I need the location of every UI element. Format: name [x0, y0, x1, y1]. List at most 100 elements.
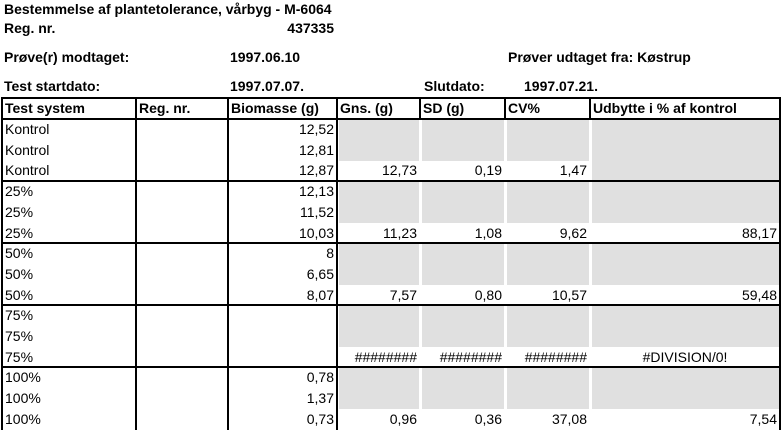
- column-header: CV%: [508, 100, 540, 116]
- start-label: Test startdato:: [4, 78, 101, 94]
- gray-cell: [422, 119, 504, 141]
- gray-cell: [422, 388, 504, 410]
- gray-cell: [592, 305, 779, 327]
- table-cell: 6,65: [306, 265, 334, 282]
- table-cell: 50%: [5, 286, 34, 303]
- grid-line: [135, 98, 137, 430]
- column-header: Biomasse (g): [231, 100, 319, 116]
- table-cell: 1,08: [474, 224, 502, 241]
- table-cell: 75%: [5, 328, 34, 344]
- gray-cell: [339, 181, 419, 203]
- table-cell: 7,54: [749, 410, 777, 427]
- grid-line: [504, 98, 506, 119]
- table-cell: 11,23: [383, 224, 417, 241]
- grid-line: [336, 98, 338, 430]
- table-cell: 0,96: [389, 410, 417, 427]
- gray-cell: [507, 243, 589, 265]
- end-date: 1997.07.21.: [524, 78, 598, 94]
- table-cell: 88,17: [741, 224, 777, 241]
- table-cell: 50%: [5, 245, 34, 262]
- table-cell: 25%: [5, 203, 34, 220]
- column-header: Udbytte i % af kontrol: [593, 100, 737, 116]
- table-cell: 12,73: [381, 162, 417, 179]
- gray-cell: [339, 139, 419, 161]
- grid-line: [589, 98, 591, 119]
- grid-line: [1, 180, 781, 183]
- table-cell: 12,13: [298, 183, 334, 200]
- table-cell: Kontrol: [5, 162, 50, 179]
- gray-cell: [422, 201, 504, 223]
- column-header: Reg. nr.: [139, 100, 191, 116]
- table-cell: 7,57: [389, 286, 417, 303]
- table-cell: Kontrol: [5, 121, 50, 137]
- table-cell: Kontrol: [5, 141, 50, 158]
- gray-cell: [422, 181, 504, 203]
- grid-line: [1, 118, 781, 120]
- grid-line: [1, 366, 781, 369]
- gray-cell: [339, 326, 419, 348]
- grid-line: [419, 98, 421, 119]
- gray-cell: [422, 243, 504, 265]
- table-cell: 10,03: [298, 224, 334, 241]
- gray-cell: [422, 139, 504, 161]
- gray-cell: [507, 139, 589, 161]
- table-cell: 11,52: [300, 203, 334, 220]
- received-date: 1997.06.10: [230, 49, 301, 65]
- table-cell: 12,87: [298, 162, 334, 179]
- gray-cell: [592, 367, 779, 389]
- reg-label: Reg. nr.: [4, 20, 56, 36]
- table-cell: 0,19: [474, 162, 502, 179]
- gray-cell: [339, 388, 419, 410]
- table-cell: 12,52: [298, 121, 334, 137]
- table-cell: #DIVISION/0!: [642, 348, 728, 365]
- column-header: SD (g): [423, 100, 465, 116]
- gray-cell: [339, 243, 419, 265]
- table-cell: 25%: [5, 183, 34, 200]
- table-cell: 8: [326, 245, 334, 262]
- end-label: Slutdato:: [424, 78, 485, 94]
- gray-cell: [507, 263, 589, 286]
- start-date: 1997.07.07.: [230, 78, 304, 94]
- gray-cell: [339, 119, 419, 141]
- grid-line: [1, 242, 781, 245]
- table-cell: 50%: [5, 265, 34, 282]
- gray-cell: [339, 201, 419, 223]
- gray-cell: [592, 263, 779, 286]
- gray-cell: [507, 119, 589, 141]
- table-cell: 12,81: [298, 141, 334, 158]
- table-cell: 100%: [5, 410, 41, 427]
- gray-cell: [339, 263, 419, 286]
- column-header: Test system: [5, 100, 85, 116]
- table-cell: 1,47: [559, 162, 587, 179]
- table-cell: 25%: [5, 224, 34, 241]
- table-cell: 59,48: [741, 286, 777, 303]
- table-cell: 75%: [5, 307, 34, 324]
- gray-cell: [507, 305, 589, 327]
- table-cell: 1,37: [306, 390, 334, 407]
- gray-cell: [507, 326, 589, 348]
- gray-cell: [422, 367, 504, 389]
- grid-line: [1, 97, 781, 99]
- gray-cell: [592, 243, 779, 265]
- table-cell: 0,73: [306, 410, 334, 427]
- table-cell: 75%: [5, 348, 34, 365]
- table-cell: ########: [524, 348, 587, 365]
- table-cell: 8,07: [306, 286, 334, 303]
- grid-line: [227, 98, 229, 430]
- gray-cell: [507, 388, 589, 410]
- gray-cell: [592, 388, 779, 410]
- gray-cell: [592, 181, 779, 203]
- table-cell: 100%: [5, 369, 41, 386]
- gray-cell: [592, 119, 779, 141]
- grid-line: [1, 304, 781, 307]
- gray-cell: [592, 160, 779, 182]
- received-label: Prøve(r) modtaget:: [4, 49, 130, 65]
- table-cell: 37,08: [551, 410, 587, 427]
- table-cell: 10,57: [551, 286, 587, 303]
- table-cell: 0,36: [474, 410, 502, 427]
- gray-cell: [507, 367, 589, 389]
- title: Bestemmelse af plantetolerance, vårbyg -…: [4, 1, 332, 17]
- grid-line: [779, 98, 781, 430]
- table-cell: ########: [354, 348, 417, 365]
- table-cell: 0,78: [306, 369, 334, 386]
